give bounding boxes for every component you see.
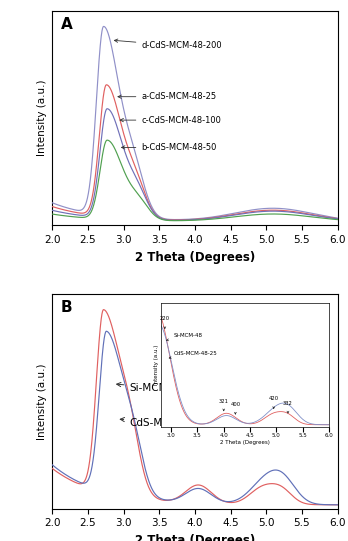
Y-axis label: Intensity (a.u.): Intensity (a.u.)	[37, 80, 47, 156]
Text: Si-MCM-48: Si-MCM-48	[117, 382, 185, 393]
X-axis label: 2 Theta (Degrees): 2 Theta (Degrees)	[135, 534, 255, 541]
X-axis label: 2 Theta (Degrees): 2 Theta (Degrees)	[135, 250, 255, 263]
Text: A: A	[61, 17, 72, 32]
Text: c-CdS-MCM-48-100: c-CdS-MCM-48-100	[120, 116, 221, 124]
Text: b-CdS-MCM-48-50: b-CdS-MCM-48-50	[121, 143, 217, 152]
Y-axis label: Intensity (a.u.): Intensity (a.u.)	[37, 363, 47, 439]
Text: a-CdS-MCM-48-25: a-CdS-MCM-48-25	[118, 92, 216, 101]
Text: B: B	[61, 300, 72, 315]
Text: CdS-MCM-48-25: CdS-MCM-48-25	[120, 418, 213, 428]
Text: d-CdS-MCM-48-200: d-CdS-MCM-48-200	[114, 39, 222, 50]
